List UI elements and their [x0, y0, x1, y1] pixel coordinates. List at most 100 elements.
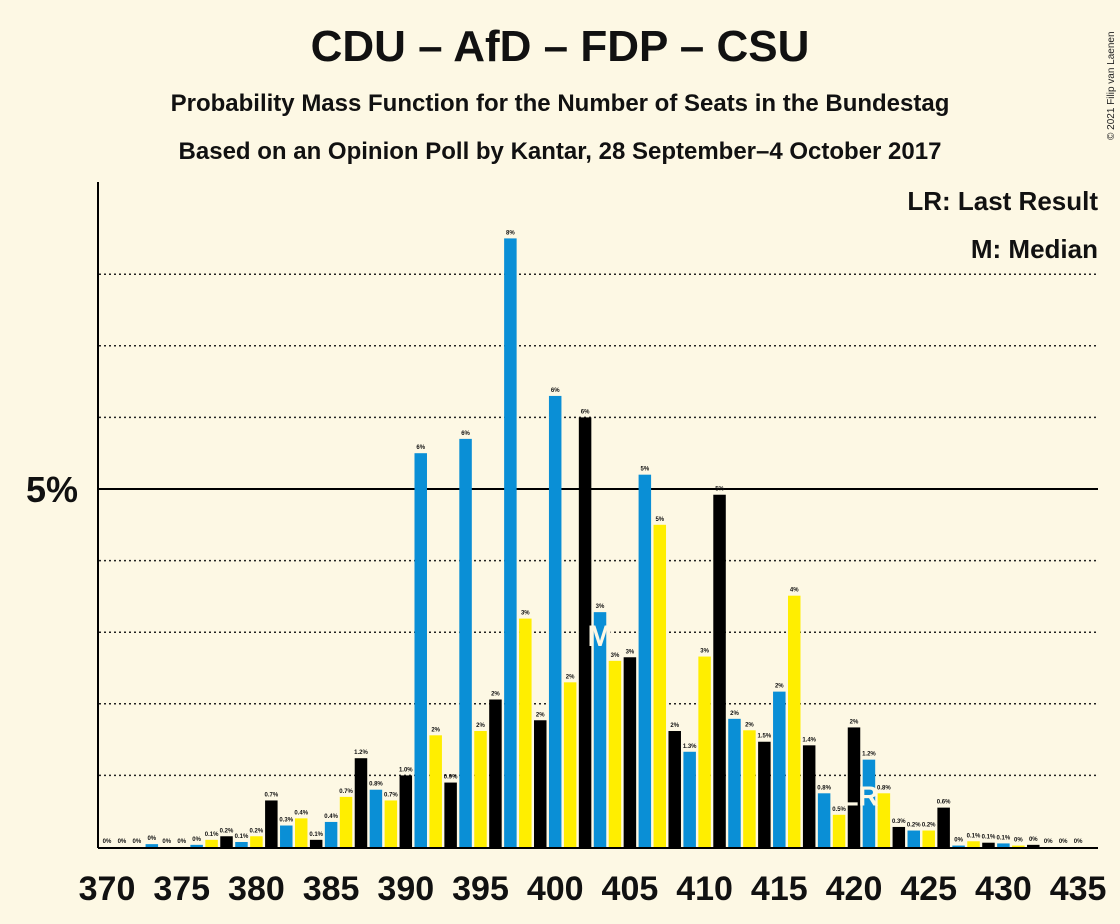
x-tick-label: 375 — [153, 870, 210, 908]
bar-value-label: 2% — [670, 723, 679, 729]
bar-value-label: 0% — [1059, 839, 1068, 845]
bar-value-label: 0% — [192, 837, 201, 843]
x-tick-label: 425 — [900, 870, 957, 908]
bar-value-label: 0% — [1044, 839, 1053, 845]
bar — [937, 807, 950, 847]
bar-value-label: 3% — [596, 604, 605, 610]
bar-value-label: 0% — [954, 838, 963, 844]
bar-value-label: 0% — [103, 839, 112, 845]
bar — [862, 759, 876, 847]
bar — [534, 720, 547, 847]
bar — [787, 595, 801, 847]
bar-value-label: 5% — [641, 467, 650, 473]
bar-value-label: 0% — [1029, 837, 1038, 843]
bar-value-label: 2% — [745, 722, 754, 728]
bar — [369, 789, 383, 847]
bar-value-label: 0.8% — [817, 785, 831, 791]
bar — [489, 699, 502, 847]
bar-value-label: 0.1% — [235, 834, 249, 840]
bar — [578, 417, 592, 847]
bar-value-label: 2% — [850, 719, 859, 725]
bar — [1027, 844, 1040, 847]
bar-value-label: 0.1% — [309, 832, 323, 838]
bar-value-label: 1.3% — [683, 744, 697, 750]
bar-value-label: 0.2% — [220, 828, 234, 834]
last-result-marker: LR — [841, 780, 878, 811]
bar — [653, 524, 667, 847]
chart-subtitle: Probability Mass Function for the Number… — [170, 90, 950, 117]
bar-value-label: 6% — [461, 431, 470, 437]
bar-value-label: 0.2% — [250, 828, 264, 834]
x-tick-label: 385 — [303, 870, 360, 908]
bar-value-label: 0.4% — [324, 814, 338, 820]
bar — [429, 735, 442, 847]
bar-value-label: 0.7% — [384, 792, 398, 798]
bar-value-label: 2% — [536, 712, 545, 718]
bar — [250, 836, 263, 847]
bar-value-label: 0% — [118, 839, 127, 845]
legend-last-result: LR: Last Result — [907, 186, 1098, 216]
bar — [354, 758, 368, 847]
bar-value-label: 5% — [655, 517, 664, 523]
bar — [802, 745, 816, 847]
x-tick-label: 380 — [228, 870, 285, 908]
bar — [1012, 845, 1025, 847]
bar — [847, 727, 861, 847]
bar-value-label: 0.7% — [339, 789, 353, 795]
bar-value-label: 0.9% — [444, 775, 458, 781]
bar-value-label: 1.2% — [862, 752, 876, 758]
bar — [982, 842, 995, 847]
bar-value-label: 1.2% — [354, 750, 368, 756]
bar — [758, 741, 771, 847]
bar — [548, 395, 562, 847]
bar — [563, 682, 577, 847]
bar — [997, 843, 1010, 847]
chart-title: CDU – AfD – FDP – CSU — [310, 22, 810, 71]
bar — [265, 800, 278, 847]
bar-value-label: 1.0% — [399, 767, 413, 773]
bar-value-label: 0.2% — [907, 823, 921, 829]
x-tick-label: 435 — [1050, 870, 1107, 908]
bar-value-label: 0.8% — [877, 785, 891, 791]
bar — [713, 494, 726, 847]
bar — [773, 691, 786, 847]
bar-value-label: 0.1% — [997, 835, 1011, 841]
bar — [399, 775, 413, 847]
bar-value-label: 0.3% — [279, 818, 293, 824]
bar-value-label: 2% — [476, 723, 485, 729]
bar-value-label: 2% — [566, 674, 575, 680]
bar — [294, 818, 308, 847]
bar — [638, 474, 652, 847]
bar-value-label: 1.5% — [758, 734, 772, 740]
bar-value-label: 3% — [700, 649, 709, 655]
bar-value-label: 0.1% — [967, 833, 981, 839]
x-tick-label: 415 — [751, 870, 808, 908]
bar-value-label: 8% — [506, 230, 515, 236]
bar-value-label: 2% — [491, 692, 500, 698]
legend-median: M: Median — [970, 234, 1098, 264]
bar — [593, 612, 607, 847]
bar — [309, 839, 323, 847]
bar — [668, 731, 681, 847]
bar-value-label: 0.1% — [982, 835, 996, 841]
bar — [220, 836, 233, 847]
bar-value-label: 2% — [775, 684, 784, 690]
bar-value-label: 0.1% — [205, 832, 219, 838]
bar-value-label: 1.4% — [802, 737, 816, 743]
bar — [324, 821, 338, 847]
bar — [444, 782, 457, 847]
bar — [235, 841, 248, 847]
bar — [519, 618, 532, 847]
bar — [922, 830, 935, 847]
bar — [877, 793, 891, 847]
x-tick-label: 395 — [452, 870, 509, 908]
bar-value-label: 0.8% — [369, 782, 383, 788]
x-tick-label: 410 — [676, 870, 733, 908]
bar-value-label: 0% — [162, 839, 171, 845]
bar — [683, 751, 696, 847]
bar-value-label: 0% — [1014, 838, 1023, 844]
bar — [728, 718, 741, 847]
bar-value-label: 6% — [416, 445, 425, 451]
bar — [907, 830, 921, 847]
x-tick-label: 370 — [79, 870, 136, 908]
